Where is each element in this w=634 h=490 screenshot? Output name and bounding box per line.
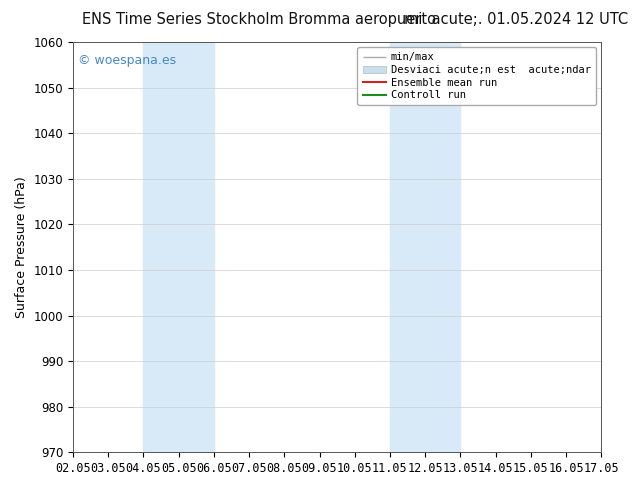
Bar xyxy=(390,42,460,452)
Text: ENS Time Series Stockholm Bromma aeropuerto: ENS Time Series Stockholm Bromma aeropue… xyxy=(82,12,436,27)
Y-axis label: Surface Pressure (hPa): Surface Pressure (hPa) xyxy=(15,176,28,318)
Text: mi  acute;. 01.05.2024 12 UTC: mi acute;. 01.05.2024 12 UTC xyxy=(403,12,628,27)
Bar xyxy=(143,42,214,452)
Legend: min/max, Desviaci acute;n est  acute;ndar, Ensemble mean run, Controll run: min/max, Desviaci acute;n est acute;ndar… xyxy=(358,47,596,105)
Text: © woespana.es: © woespana.es xyxy=(79,54,176,67)
